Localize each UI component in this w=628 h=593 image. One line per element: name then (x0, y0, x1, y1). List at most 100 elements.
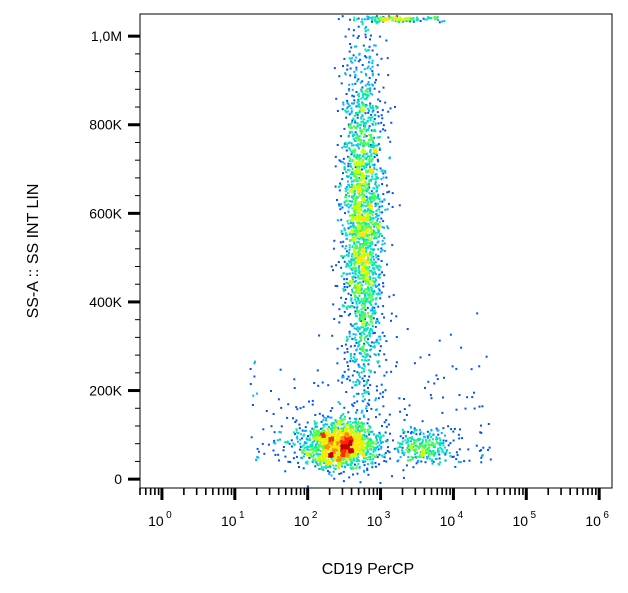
event-point (378, 322, 381, 325)
event-point (369, 67, 372, 70)
event-point (351, 219, 354, 222)
event-point (352, 198, 355, 201)
event-point (368, 224, 370, 227)
event-point (372, 217, 375, 220)
event-point (343, 162, 346, 165)
event-point (346, 220, 349, 223)
event-point (398, 397, 401, 400)
event-point (352, 221, 355, 224)
event-point (337, 261, 340, 263)
event-point (346, 192, 349, 194)
event-point (265, 410, 268, 412)
event-point (349, 360, 352, 363)
event-point (342, 427, 345, 430)
event-point (377, 160, 379, 163)
event-point (273, 431, 276, 434)
event-point (346, 422, 349, 425)
event-point (306, 448, 309, 451)
event-point (345, 196, 348, 199)
event-point (432, 453, 435, 456)
event-point (317, 430, 319, 433)
event-point (342, 418, 345, 421)
event-point (358, 208, 361, 211)
event-point (351, 403, 354, 406)
event-point (357, 284, 359, 287)
event-point (352, 95, 355, 98)
event-point (254, 360, 256, 363)
event-point (389, 107, 392, 110)
event-point (339, 314, 342, 317)
event-point (348, 476, 351, 479)
event-point (351, 191, 354, 194)
event-point (354, 75, 357, 78)
event-point (282, 449, 285, 452)
event-point (407, 447, 410, 450)
event-point (362, 92, 365, 95)
event-point (354, 383, 357, 386)
y-tick-label: 1,0M (91, 28, 122, 44)
event-point (357, 147, 360, 150)
event-point (345, 250, 348, 253)
event-point (352, 180, 355, 183)
event-point (438, 463, 441, 466)
event-point (337, 420, 340, 422)
event-point (417, 439, 420, 442)
event-point (343, 370, 346, 373)
event-point (279, 431, 282, 434)
event-point (356, 184, 359, 187)
event-point (357, 201, 360, 204)
event-point (380, 445, 383, 448)
event-point (316, 440, 319, 443)
event-point (352, 291, 355, 294)
event-point (376, 214, 379, 217)
event-point (363, 135, 366, 138)
event-point (366, 203, 369, 206)
event-point (358, 381, 361, 384)
event-point (377, 227, 380, 229)
event-point (425, 439, 428, 442)
event-point (421, 448, 424, 451)
event-point (374, 81, 377, 84)
event-point (363, 108, 366, 111)
event-point (368, 155, 371, 158)
event-point (367, 450, 369, 453)
event-point (349, 231, 351, 234)
event-point (366, 274, 369, 277)
event-point (374, 272, 377, 275)
event-point (362, 142, 365, 145)
event-point (315, 434, 318, 437)
event-point (321, 450, 323, 453)
event-point (325, 439, 328, 442)
event-point (355, 202, 358, 205)
event-point (364, 294, 367, 297)
event-point (386, 440, 388, 443)
event-point (375, 168, 378, 171)
event-point (447, 425, 450, 428)
event-point (353, 224, 356, 227)
event-point (399, 435, 402, 438)
event-point (337, 451, 340, 454)
event-point (402, 469, 405, 472)
event-point (298, 427, 301, 430)
event-point (357, 420, 360, 423)
event-point (292, 431, 295, 434)
event-point (363, 258, 366, 261)
event-point (360, 188, 363, 191)
event-point (362, 395, 365, 398)
event-point (342, 455, 345, 458)
event-point (349, 267, 352, 270)
event-point (407, 456, 410, 459)
event-point (340, 229, 343, 232)
event-point (362, 248, 365, 251)
event-point (363, 356, 366, 359)
event-point (419, 433, 422, 436)
event-point (347, 282, 350, 285)
event-point (361, 392, 364, 395)
event-point (366, 88, 369, 91)
event-point (274, 453, 277, 456)
event-point (342, 290, 345, 293)
event-point (394, 105, 396, 108)
event-point (351, 302, 354, 304)
event-point (369, 238, 372, 241)
event-point (337, 442, 340, 445)
